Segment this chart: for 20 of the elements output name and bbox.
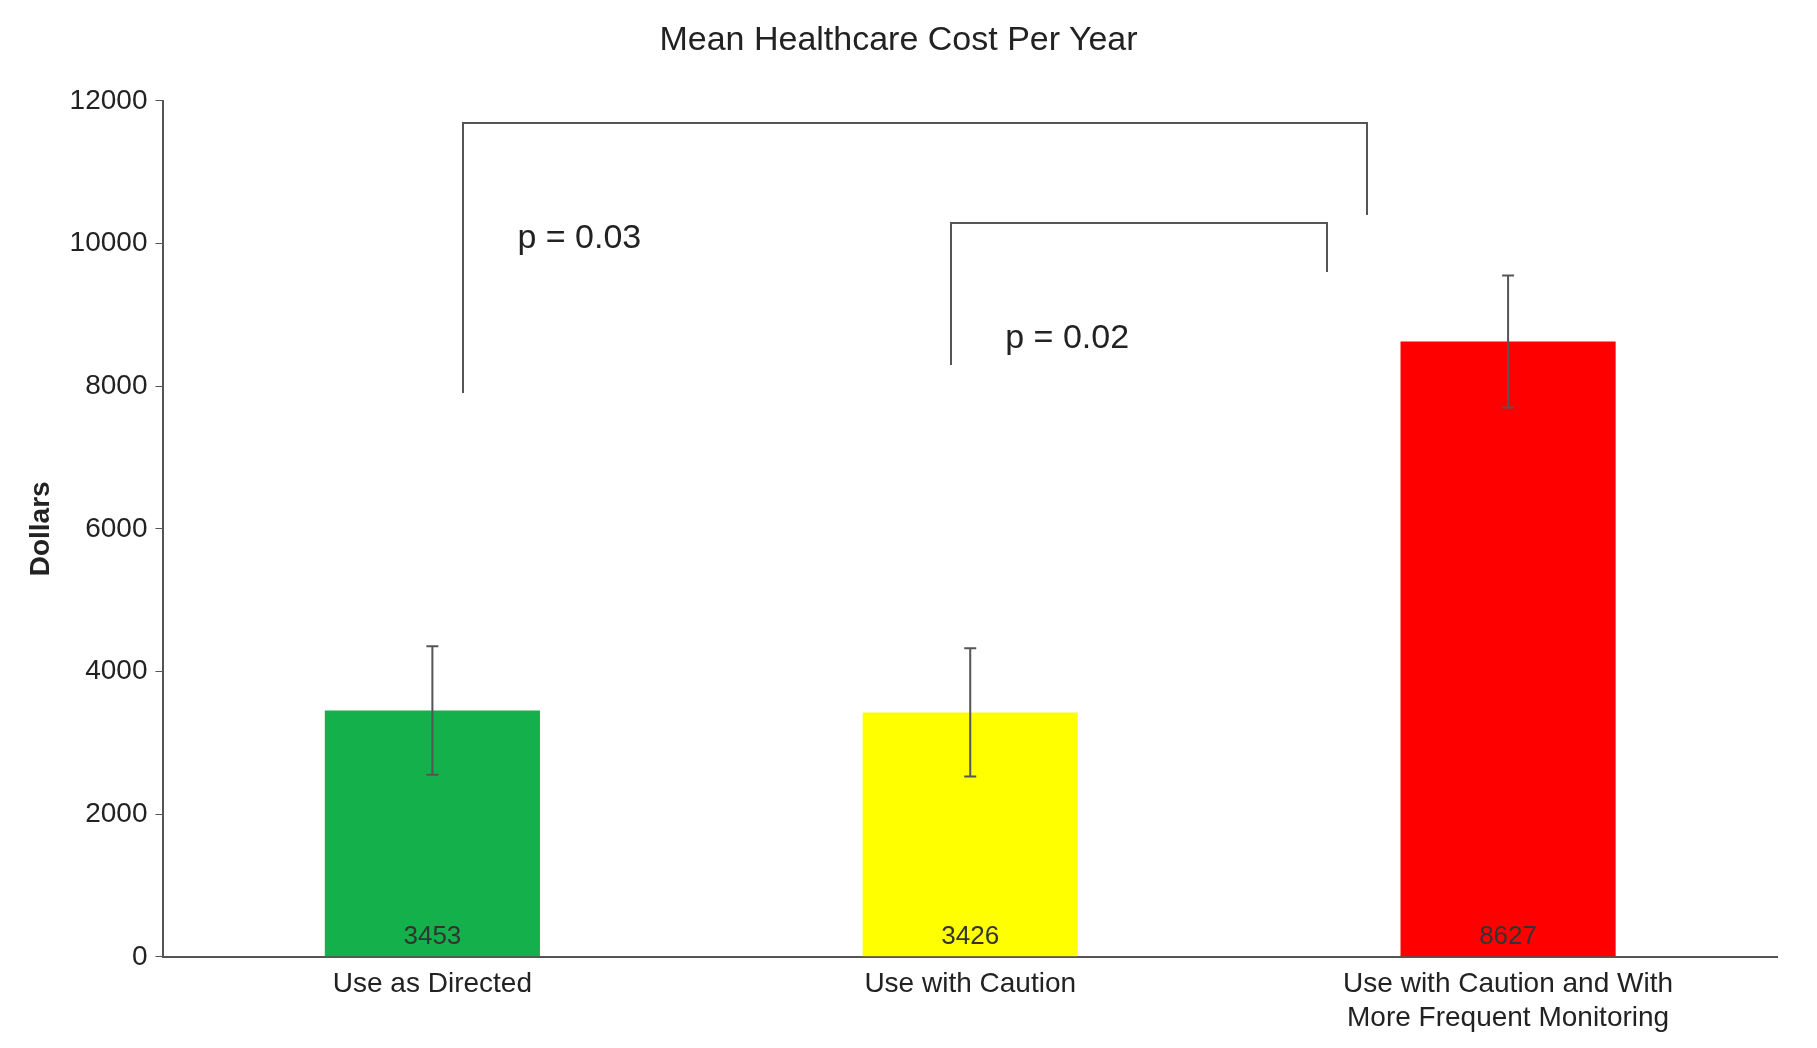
bar	[1400, 341, 1616, 957]
y-tick-label: 12000	[69, 83, 148, 115]
annotation: p = 0.03	[517, 217, 642, 257]
y-tick-label: 8000	[85, 368, 148, 400]
x-tick-label: Use as Directed	[332, 967, 532, 999]
y-tick-label: 2000	[85, 796, 148, 828]
annotation: p = 0.02	[1005, 317, 1130, 357]
bar	[862, 712, 1078, 957]
data-label: 3426	[941, 920, 1000, 951]
x-tick-label: Use with Caution	[864, 967, 1077, 999]
y-tick-label: 10000	[69, 226, 148, 258]
bar	[324, 710, 540, 957]
data-label: 8627	[1479, 920, 1537, 951]
x-tick-label: Use with Caution and With More Frequent Monitoring	[1343, 967, 1674, 1032]
chart-title: Mean Healthcare Cost Per Year	[659, 18, 1138, 57]
data-label: 3453	[403, 920, 462, 951]
y-tick-label: 4000	[85, 654, 148, 686]
y-tick-label: 6000	[85, 511, 148, 543]
y-tick-label: 0	[131, 939, 148, 971]
y-axis-title: Dollars	[23, 481, 55, 577]
